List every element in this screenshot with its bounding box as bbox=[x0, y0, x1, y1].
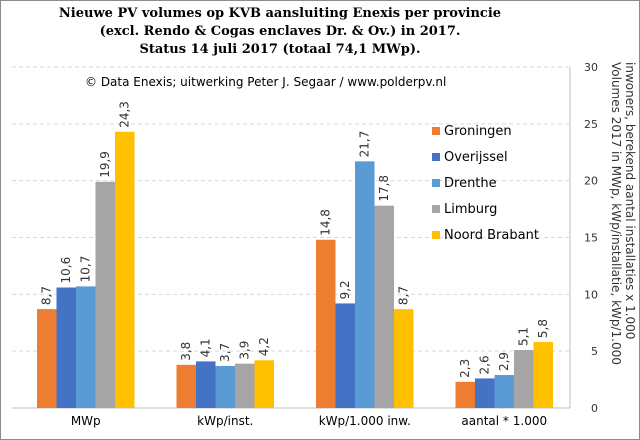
data-label: 4,2 bbox=[257, 337, 271, 356]
data-label: 2,9 bbox=[497, 352, 511, 371]
legend-swatch bbox=[432, 153, 440, 161]
bar-drenthe bbox=[355, 161, 375, 408]
source-annotation: © Data Enexis; uitwerking Peter J. Segaa… bbox=[85, 75, 446, 89]
data-label: 8,7 bbox=[397, 286, 411, 305]
legend-label: Overijssel bbox=[444, 150, 508, 165]
bar-limburg bbox=[95, 181, 115, 408]
data-label: 3,9 bbox=[238, 341, 252, 360]
data-label: 4,1 bbox=[199, 338, 213, 357]
y-tick-label: 10 bbox=[584, 288, 598, 301]
data-label: 9,2 bbox=[338, 280, 352, 299]
legend-label: Limburg bbox=[444, 202, 497, 217]
bar-drenthe bbox=[494, 375, 514, 408]
bar-drenthe bbox=[215, 365, 235, 408]
y-axis-label: Volumes 2017 in MWp, kWp/installatie, kW… bbox=[609, 62, 623, 365]
data-label: 2,6 bbox=[478, 355, 492, 374]
y-tick-label: 20 bbox=[584, 175, 598, 188]
data-label: 10,6 bbox=[59, 257, 73, 284]
data-label: 3,7 bbox=[218, 343, 232, 362]
y-tick-label: 25 bbox=[584, 118, 598, 131]
y-tick-label: 15 bbox=[584, 232, 598, 245]
bar-limburg bbox=[235, 363, 255, 408]
data-label: 10,7 bbox=[79, 256, 93, 283]
legend-swatch bbox=[432, 179, 440, 187]
data-label: 2,3 bbox=[458, 359, 472, 378]
bar-drenthe bbox=[76, 286, 96, 408]
data-label: 5,8 bbox=[536, 319, 550, 338]
x-category-label: kWp/inst. bbox=[197, 414, 253, 428]
y-tick-label: 5 bbox=[591, 345, 598, 358]
bar-groningen bbox=[176, 364, 196, 408]
data-label: 24,3 bbox=[118, 101, 132, 128]
data-label: 17,8 bbox=[377, 175, 391, 202]
bar-overijssel bbox=[196, 361, 216, 408]
bar-limburg bbox=[374, 205, 394, 408]
bar-noord-brabant bbox=[533, 342, 553, 408]
bar-groningen bbox=[37, 309, 57, 408]
chart-title-line-3: Status 14 juli 2017 (totaal 74,1 MWp). bbox=[139, 42, 421, 57]
chart-title-line-1: Nieuwe PV volumes op KVB aansluiting Ene… bbox=[58, 6, 502, 21]
bar-overijssel bbox=[335, 303, 355, 408]
y-axis-label: inwoners, berekend aantal installaties x… bbox=[623, 62, 637, 339]
bar-noord-brabant bbox=[394, 309, 414, 408]
chart-title-line-2: (excl. Rendo & Cogas enclaves Dr. & Ov.)… bbox=[99, 24, 461, 39]
data-label: 5,1 bbox=[517, 327, 531, 346]
bar-overijssel bbox=[475, 378, 495, 408]
data-label: 8,7 bbox=[40, 286, 54, 305]
legend-swatch bbox=[432, 231, 440, 239]
data-label: 14,8 bbox=[319, 209, 333, 236]
legend-swatch bbox=[432, 127, 440, 135]
data-label: 19,9 bbox=[98, 151, 112, 178]
bar-limburg bbox=[514, 350, 534, 408]
legend-label: Drenthe bbox=[444, 176, 497, 191]
bar-groningen bbox=[316, 239, 336, 408]
bar-noord-brabant bbox=[115, 131, 135, 409]
bar-overijssel bbox=[56, 287, 76, 408]
bar-noord-brabant bbox=[254, 360, 274, 408]
y-tick-label: 0 bbox=[591, 402, 598, 415]
y-tick-label: 30 bbox=[584, 61, 598, 74]
legend-label: Noord Brabant bbox=[444, 228, 539, 243]
bar-groningen bbox=[455, 381, 475, 408]
x-category-label: MWp bbox=[71, 414, 101, 428]
data-label: 21,7 bbox=[358, 131, 372, 158]
data-label: 3,8 bbox=[179, 342, 193, 361]
x-category-label: kWp/1.000 inw. bbox=[319, 414, 411, 428]
x-category-label: aantal * 1.000 bbox=[461, 414, 547, 428]
legend-label: Groningen bbox=[444, 124, 512, 139]
legend-swatch bbox=[432, 205, 440, 213]
